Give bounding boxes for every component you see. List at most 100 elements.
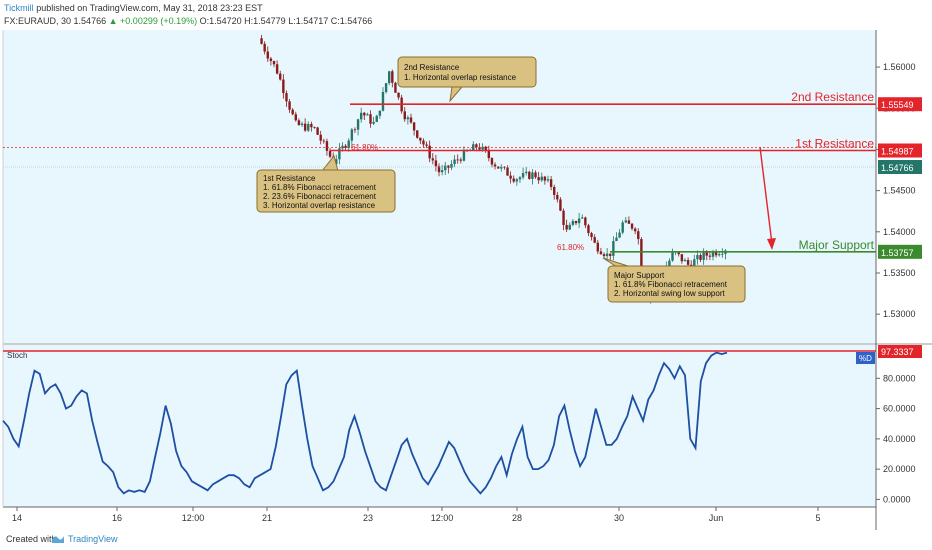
candle[interactable] <box>397 92 400 100</box>
candle[interactable] <box>562 208 565 231</box>
candle[interactable] <box>313 126 316 129</box>
candle[interactable] <box>609 253 612 261</box>
candle[interactable] <box>338 143 341 165</box>
candle[interactable] <box>543 175 547 185</box>
stoch-d-line[interactable] <box>2 351 728 495</box>
candle[interactable] <box>500 164 503 172</box>
candle[interactable] <box>275 60 279 75</box>
candle[interactable] <box>372 116 375 126</box>
candle[interactable] <box>366 112 369 116</box>
candle[interactable] <box>509 171 512 184</box>
candle[interactable] <box>615 232 618 242</box>
candle[interactable] <box>294 111 298 122</box>
candle[interactable] <box>521 167 525 180</box>
candle[interactable] <box>637 228 640 245</box>
candle[interactable] <box>440 164 444 176</box>
candle[interactable] <box>546 175 550 183</box>
candle[interactable] <box>319 130 322 145</box>
candle[interactable] <box>624 216 628 224</box>
candle[interactable] <box>556 191 559 203</box>
time-axis[interactable]: 14 16 12:00 21 23 12:00 28 30 Jun 5 <box>12 507 821 523</box>
candle[interactable] <box>699 253 702 263</box>
candle[interactable] <box>484 145 487 153</box>
candle[interactable] <box>602 252 606 259</box>
stoch-axis[interactable]: 80.0000 60.0000 40.0000 20.0000 0.0000 <box>876 373 916 504</box>
candle[interactable] <box>422 138 425 148</box>
candle[interactable] <box>537 171 540 184</box>
candle[interactable] <box>297 118 301 126</box>
candle[interactable] <box>528 170 531 180</box>
candle[interactable] <box>350 127 354 147</box>
level-major-support[interactable]: Major Support 1.53757 <box>3 238 922 259</box>
candle[interactable] <box>534 170 537 180</box>
candle[interactable] <box>683 258 687 262</box>
candle[interactable] <box>344 143 347 150</box>
candle[interactable] <box>307 121 310 132</box>
publisher-name[interactable]: Tickmill <box>4 3 34 13</box>
candle[interactable] <box>316 126 319 136</box>
candle[interactable] <box>447 165 450 174</box>
candle[interactable] <box>260 35 263 45</box>
candle[interactable] <box>279 70 282 81</box>
candle[interactable] <box>633 227 637 235</box>
candle[interactable] <box>363 112 366 120</box>
candle[interactable] <box>618 229 621 238</box>
candle[interactable] <box>496 166 500 169</box>
candle[interactable] <box>444 161 447 175</box>
candle[interactable] <box>581 214 584 219</box>
candle[interactable] <box>459 157 463 164</box>
candle[interactable] <box>263 41 266 55</box>
candle[interactable] <box>696 250 699 265</box>
candle[interactable] <box>282 74 285 99</box>
candle[interactable] <box>621 220 624 235</box>
candle[interactable] <box>434 154 438 172</box>
candle[interactable] <box>322 138 326 144</box>
candle[interactable] <box>568 222 571 230</box>
candle[interactable] <box>419 137 422 145</box>
candle[interactable] <box>450 160 453 171</box>
candle[interactable] <box>391 69 394 88</box>
candle[interactable] <box>565 219 568 233</box>
candle[interactable] <box>425 141 428 149</box>
candle[interactable] <box>524 167 528 176</box>
candle[interactable] <box>347 138 350 152</box>
candle[interactable] <box>627 216 631 224</box>
candle[interactable] <box>325 138 329 156</box>
candle[interactable] <box>269 56 273 66</box>
candle[interactable] <box>285 90 288 107</box>
candle[interactable] <box>462 146 466 162</box>
candle[interactable] <box>353 127 357 134</box>
candle[interactable] <box>369 110 372 128</box>
annotation-1st-resistance[interactable]: 1st Resistance 1. 61.8% Fibonacci retrac… <box>256 154 396 213</box>
candle[interactable] <box>630 223 634 231</box>
candle[interactable] <box>590 231 593 241</box>
candle[interactable] <box>671 248 674 262</box>
candle[interactable] <box>403 106 406 122</box>
candle[interactable] <box>388 70 391 86</box>
candle[interactable] <box>472 141 475 151</box>
candle[interactable] <box>378 110 382 119</box>
candle[interactable] <box>310 121 313 132</box>
candle[interactable] <box>721 248 724 258</box>
candle[interactable] <box>612 236 615 261</box>
candle[interactable] <box>493 162 497 170</box>
candle[interactable] <box>303 118 307 132</box>
candle[interactable] <box>531 169 534 185</box>
candle[interactable] <box>559 197 562 212</box>
candle[interactable] <box>409 113 413 124</box>
candle[interactable] <box>549 176 553 191</box>
candle[interactable] <box>416 130 419 139</box>
candle[interactable] <box>453 155 456 167</box>
price-levels[interactable]: 2nd Resistance 1.55549 1st Resistance 1.549… <box>3 90 922 259</box>
tradingview-brand[interactable]: TradingView <box>68 534 118 544</box>
candle[interactable] <box>515 177 519 186</box>
candle[interactable] <box>437 163 441 177</box>
candle[interactable] <box>266 46 269 62</box>
candle[interactable] <box>596 239 599 255</box>
candle[interactable] <box>540 172 543 182</box>
annotation-2nd-resistance[interactable]: 2nd Resistance 1. Horizontal overlap res… <box>397 56 537 103</box>
candle[interactable] <box>587 223 590 237</box>
candle[interactable] <box>412 121 416 136</box>
candle[interactable] <box>593 234 596 244</box>
candle[interactable] <box>456 154 459 164</box>
